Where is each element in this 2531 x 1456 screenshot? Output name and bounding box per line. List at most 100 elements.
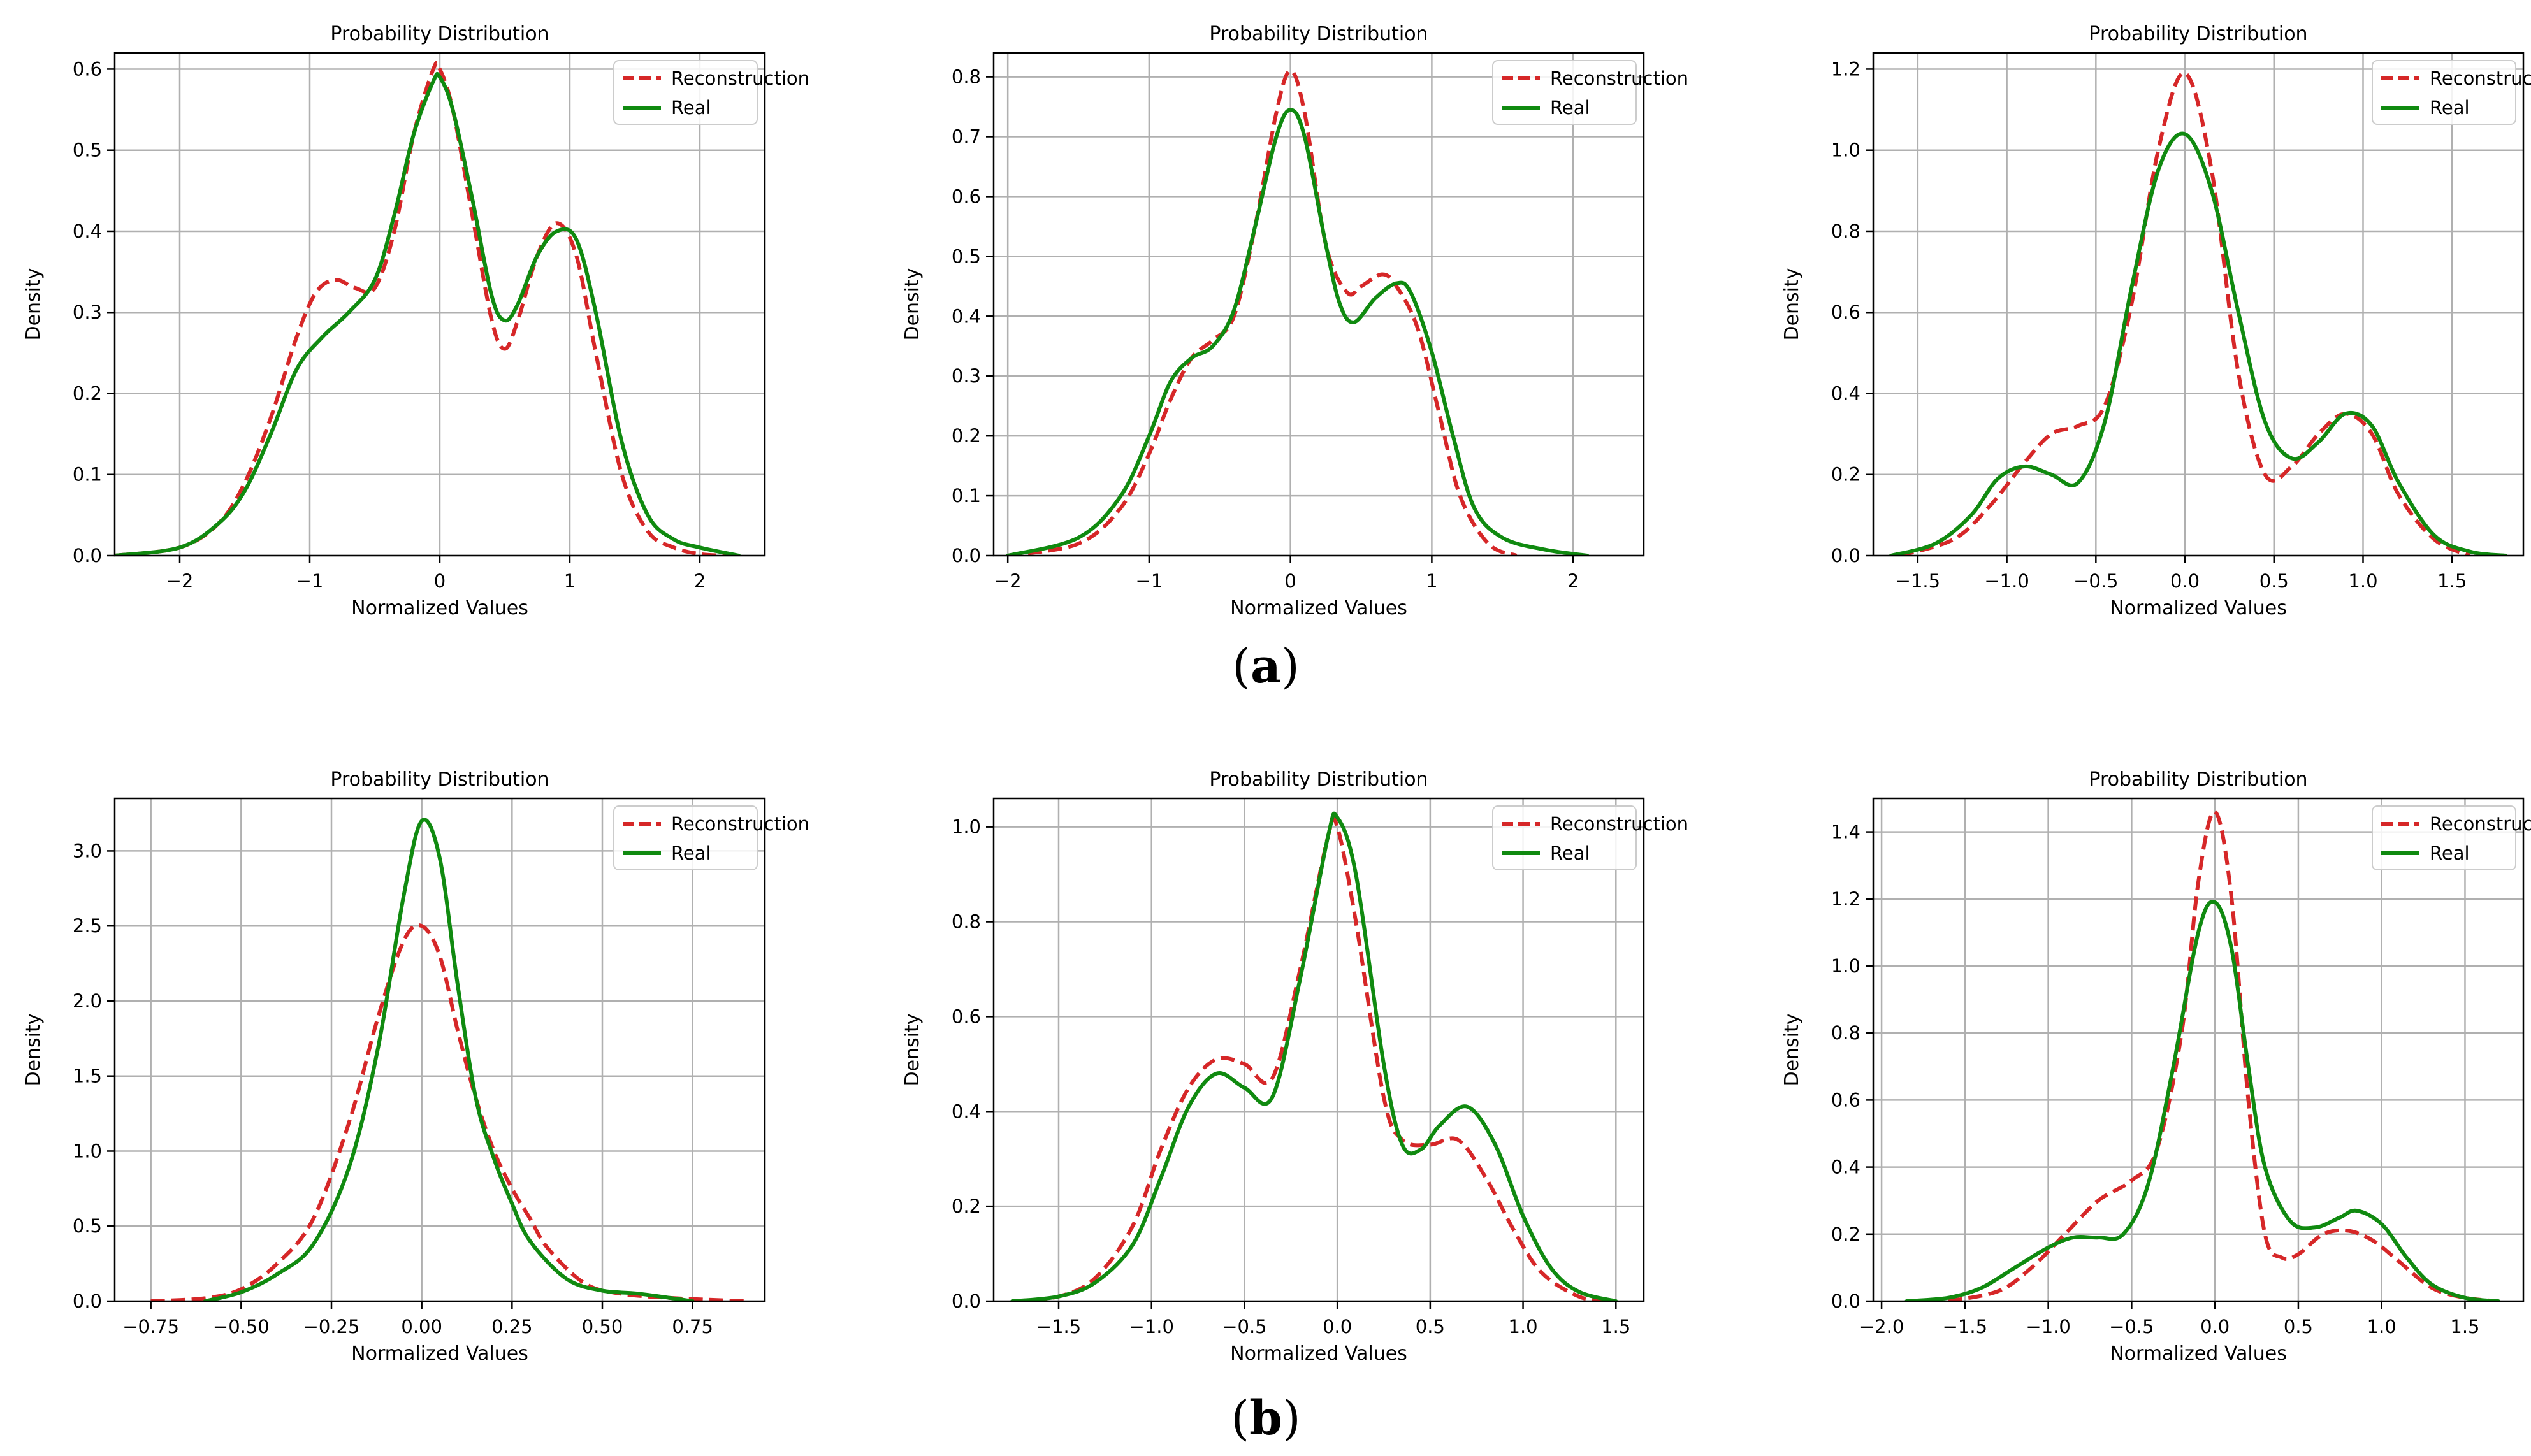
chart-5-legend: Reconstruction Real xyxy=(1492,805,1688,870)
chart-4-xtick-label-0: −0.75 xyxy=(122,1316,179,1337)
chart-2-ytick-label-5: 0.5 xyxy=(952,245,981,267)
chart-6-xtick-label-6: 1.0 xyxy=(2367,1316,2397,1337)
chart-6-xtick-label-1: −1.5 xyxy=(1943,1316,1987,1337)
chart-4-legend: Reconstruction Real xyxy=(613,805,809,870)
chart-5-legend-label-real: Real xyxy=(1550,842,1590,864)
chart-2-xtick-label-2: 0 xyxy=(1284,570,1296,592)
chart-1-ytick-label-2: 0.2 xyxy=(73,382,102,404)
chart-6: −2.0 −1.5 −1.0 −0.5 0.0 0.5 1.0 1.5 0.0 0.2 0.4 0.6… xyxy=(1781,768,2531,1365)
chart-5-xtick-label-3: 0.0 xyxy=(1323,1316,1352,1337)
chart-3-frame xyxy=(1872,52,2525,557)
chart-4-series-group xyxy=(150,818,747,1301)
chart-3-series-real-line xyxy=(1889,131,2508,556)
chart-4-series-reconstruction-line xyxy=(150,923,747,1301)
chart-6-ytick-label-5: 1.0 xyxy=(1831,955,1860,977)
chart-4-ylabel: Density xyxy=(22,1013,45,1086)
chart-1-xlabel: Normalized Values xyxy=(351,597,528,619)
chart-1-ytick-label-3: 0.3 xyxy=(73,301,102,323)
chart-6-series-reconstruction-line xyxy=(1948,809,2499,1301)
chart-1-ylabel: Density xyxy=(22,268,45,340)
chart-6-xtick-label-2: −1.0 xyxy=(2026,1316,2070,1337)
chart-5-ytick-label-0: 0.0 xyxy=(952,1290,981,1312)
chart-1-xtick-label-2: 0 xyxy=(434,570,446,592)
chart-4-ytick-label-4: 2.0 xyxy=(73,990,102,1012)
chart-6-series-group xyxy=(1904,809,2500,1301)
chart-5-frame xyxy=(992,797,1645,1302)
chart-2-xlabel: Normalized Values xyxy=(1230,597,1407,619)
chart-5-xtick-label-2: −0.5 xyxy=(1222,1316,1266,1337)
chart-6-xlabel: Normalized Values xyxy=(2110,1343,2287,1365)
chart-6-series-real-line xyxy=(1904,900,2500,1301)
chart-5: −1.5 −1.0 −0.5 0.0 0.5 1.0 1.5 0.0 0.2 0.4 0.6 0.8 1… xyxy=(901,768,1688,1365)
chart-3-xtick-label-0: −1.5 xyxy=(1896,570,1940,592)
chart-4-frame xyxy=(113,797,766,1302)
chart-3: −1.5 −1.0 −0.5 0.0 0.5 1.0 1.5 0.0 0.2 0.4 0.6 0.8 1… xyxy=(1781,23,2531,619)
chart-6-ytick-label-1: 0.2 xyxy=(1831,1223,1860,1245)
chart-6-ytick-label-0: 0.0 xyxy=(1831,1290,1860,1312)
chart-1: −2 −1 0 1 2 0.0 0.1 0.2 0.3 0.4 0.5 0.6 Probability … xyxy=(22,23,809,619)
chart-4-xtick-label-4: 0.25 xyxy=(491,1316,533,1337)
chart-6-ytick-label-3: 0.6 xyxy=(1831,1089,1860,1111)
chart-5-xtick-label-0: −1.5 xyxy=(1036,1316,1081,1337)
chart-3-xtick-label-2: −0.5 xyxy=(2073,570,2118,592)
chart-2-legend: Reconstruction Real xyxy=(1492,60,1688,125)
chart-4-ytick-label-1: 0.5 xyxy=(73,1215,102,1237)
chart-5-ytick-label-3: 0.6 xyxy=(952,1006,981,1027)
chart-2-ytick-label-3: 0.3 xyxy=(952,365,981,387)
chart-4-xtick-label-6: 0.75 xyxy=(672,1316,713,1337)
chart-6-ylabel: Density xyxy=(1781,1013,1803,1086)
chart-6-xtick-label-0: −2.0 xyxy=(1859,1316,1904,1337)
chart-4-ytick-label-6: 3.0 xyxy=(73,840,102,861)
chart-5-series-group xyxy=(1010,811,1618,1301)
chart-1-ytick-label-0: 0.0 xyxy=(73,545,102,566)
chart-5-legend-label-reconstruction: Reconstruction xyxy=(1550,813,1688,835)
chart-6-xtick-label-7: 1.5 xyxy=(2450,1316,2479,1337)
chart-6-ytick-label-4: 0.8 xyxy=(1831,1022,1860,1044)
chart-3-ytick-label-0: 0.0 xyxy=(1831,545,1860,566)
chart-3-xtick-label-3: 0.0 xyxy=(2170,570,2200,592)
chart-4-xtick-label-3: 0.00 xyxy=(401,1316,442,1337)
chart-5-ytick-label-2: 0.4 xyxy=(952,1100,981,1122)
chart-1-legend-label-reconstruction: Reconstruction xyxy=(671,68,809,89)
chart-6-legend-label-reconstruction: Reconstruction xyxy=(2430,813,2531,835)
chart-5-xtick-label-5: 1.0 xyxy=(1509,1316,1538,1337)
chart-2-ytick-label-4: 0.4 xyxy=(952,305,981,327)
chart-6-ytick-label-6: 1.2 xyxy=(1831,888,1860,910)
chart-4-legend-label-real: Real xyxy=(671,842,711,864)
chart-2-title: Probability Distribution xyxy=(1209,23,1428,45)
chart-3-series-reconstruction-line xyxy=(1899,71,2471,556)
chart-2-series-group xyxy=(1006,69,1590,556)
chart-4-xlabel: Normalized Values xyxy=(351,1343,528,1365)
chart-6-legend-label-real: Real xyxy=(2430,842,2470,864)
chart-5-series-real-line xyxy=(1010,811,1618,1301)
chart-6-ytick-label-2: 0.4 xyxy=(1831,1157,1860,1178)
caption-a: (a) xyxy=(1232,639,1300,694)
chart-3-legend-label-reconstruction: Reconstruction xyxy=(2430,68,2531,89)
chart-3-ytick-label-4: 0.8 xyxy=(1831,220,1860,242)
chart-4-ytick-label-3: 1.5 xyxy=(73,1065,102,1087)
chart-3-ytick-label-5: 1.0 xyxy=(1831,140,1860,161)
chart-2-xtick-label-3: 1 xyxy=(1426,570,1437,592)
chart-5-xtick-label-1: −1.0 xyxy=(1129,1316,1174,1337)
chart-1-xtick-label-3: 1 xyxy=(564,570,576,592)
chart-3-legend-label-real: Real xyxy=(2430,97,2470,119)
chart-2-legend-label-reconstruction: Reconstruction xyxy=(1550,68,1688,89)
chart-2-xtick-label-0: −2 xyxy=(994,570,1022,592)
chart-5-ylabel: Density xyxy=(901,1013,924,1086)
chart-2-legend-label-real: Real xyxy=(1550,97,1590,119)
chart-2-ytick-label-8: 0.8 xyxy=(952,66,981,88)
chart-4-xtick-label-1: −0.50 xyxy=(213,1316,270,1337)
chart-1-legend-label-real: Real xyxy=(671,97,711,119)
chart-2-ytick-label-0: 0.0 xyxy=(952,545,981,566)
caption-a-letter: a xyxy=(1251,639,1281,694)
chart-3-ylabel: Density xyxy=(1781,268,1803,340)
chart-4-xtick-label-2: −0.25 xyxy=(303,1316,360,1337)
chart-6-xtick-label-3: −0.5 xyxy=(2109,1316,2154,1337)
chart-2-ytick-label-7: 0.7 xyxy=(952,126,981,148)
chart-1-ytick-label-6: 0.6 xyxy=(73,58,102,80)
chart-2-ytick-label-6: 0.6 xyxy=(952,185,981,207)
chart-2-series-real-line xyxy=(1006,108,1590,556)
chart-6-frame xyxy=(1872,797,2525,1302)
chart-3-xtick-label-1: −1.0 xyxy=(1984,570,2029,592)
